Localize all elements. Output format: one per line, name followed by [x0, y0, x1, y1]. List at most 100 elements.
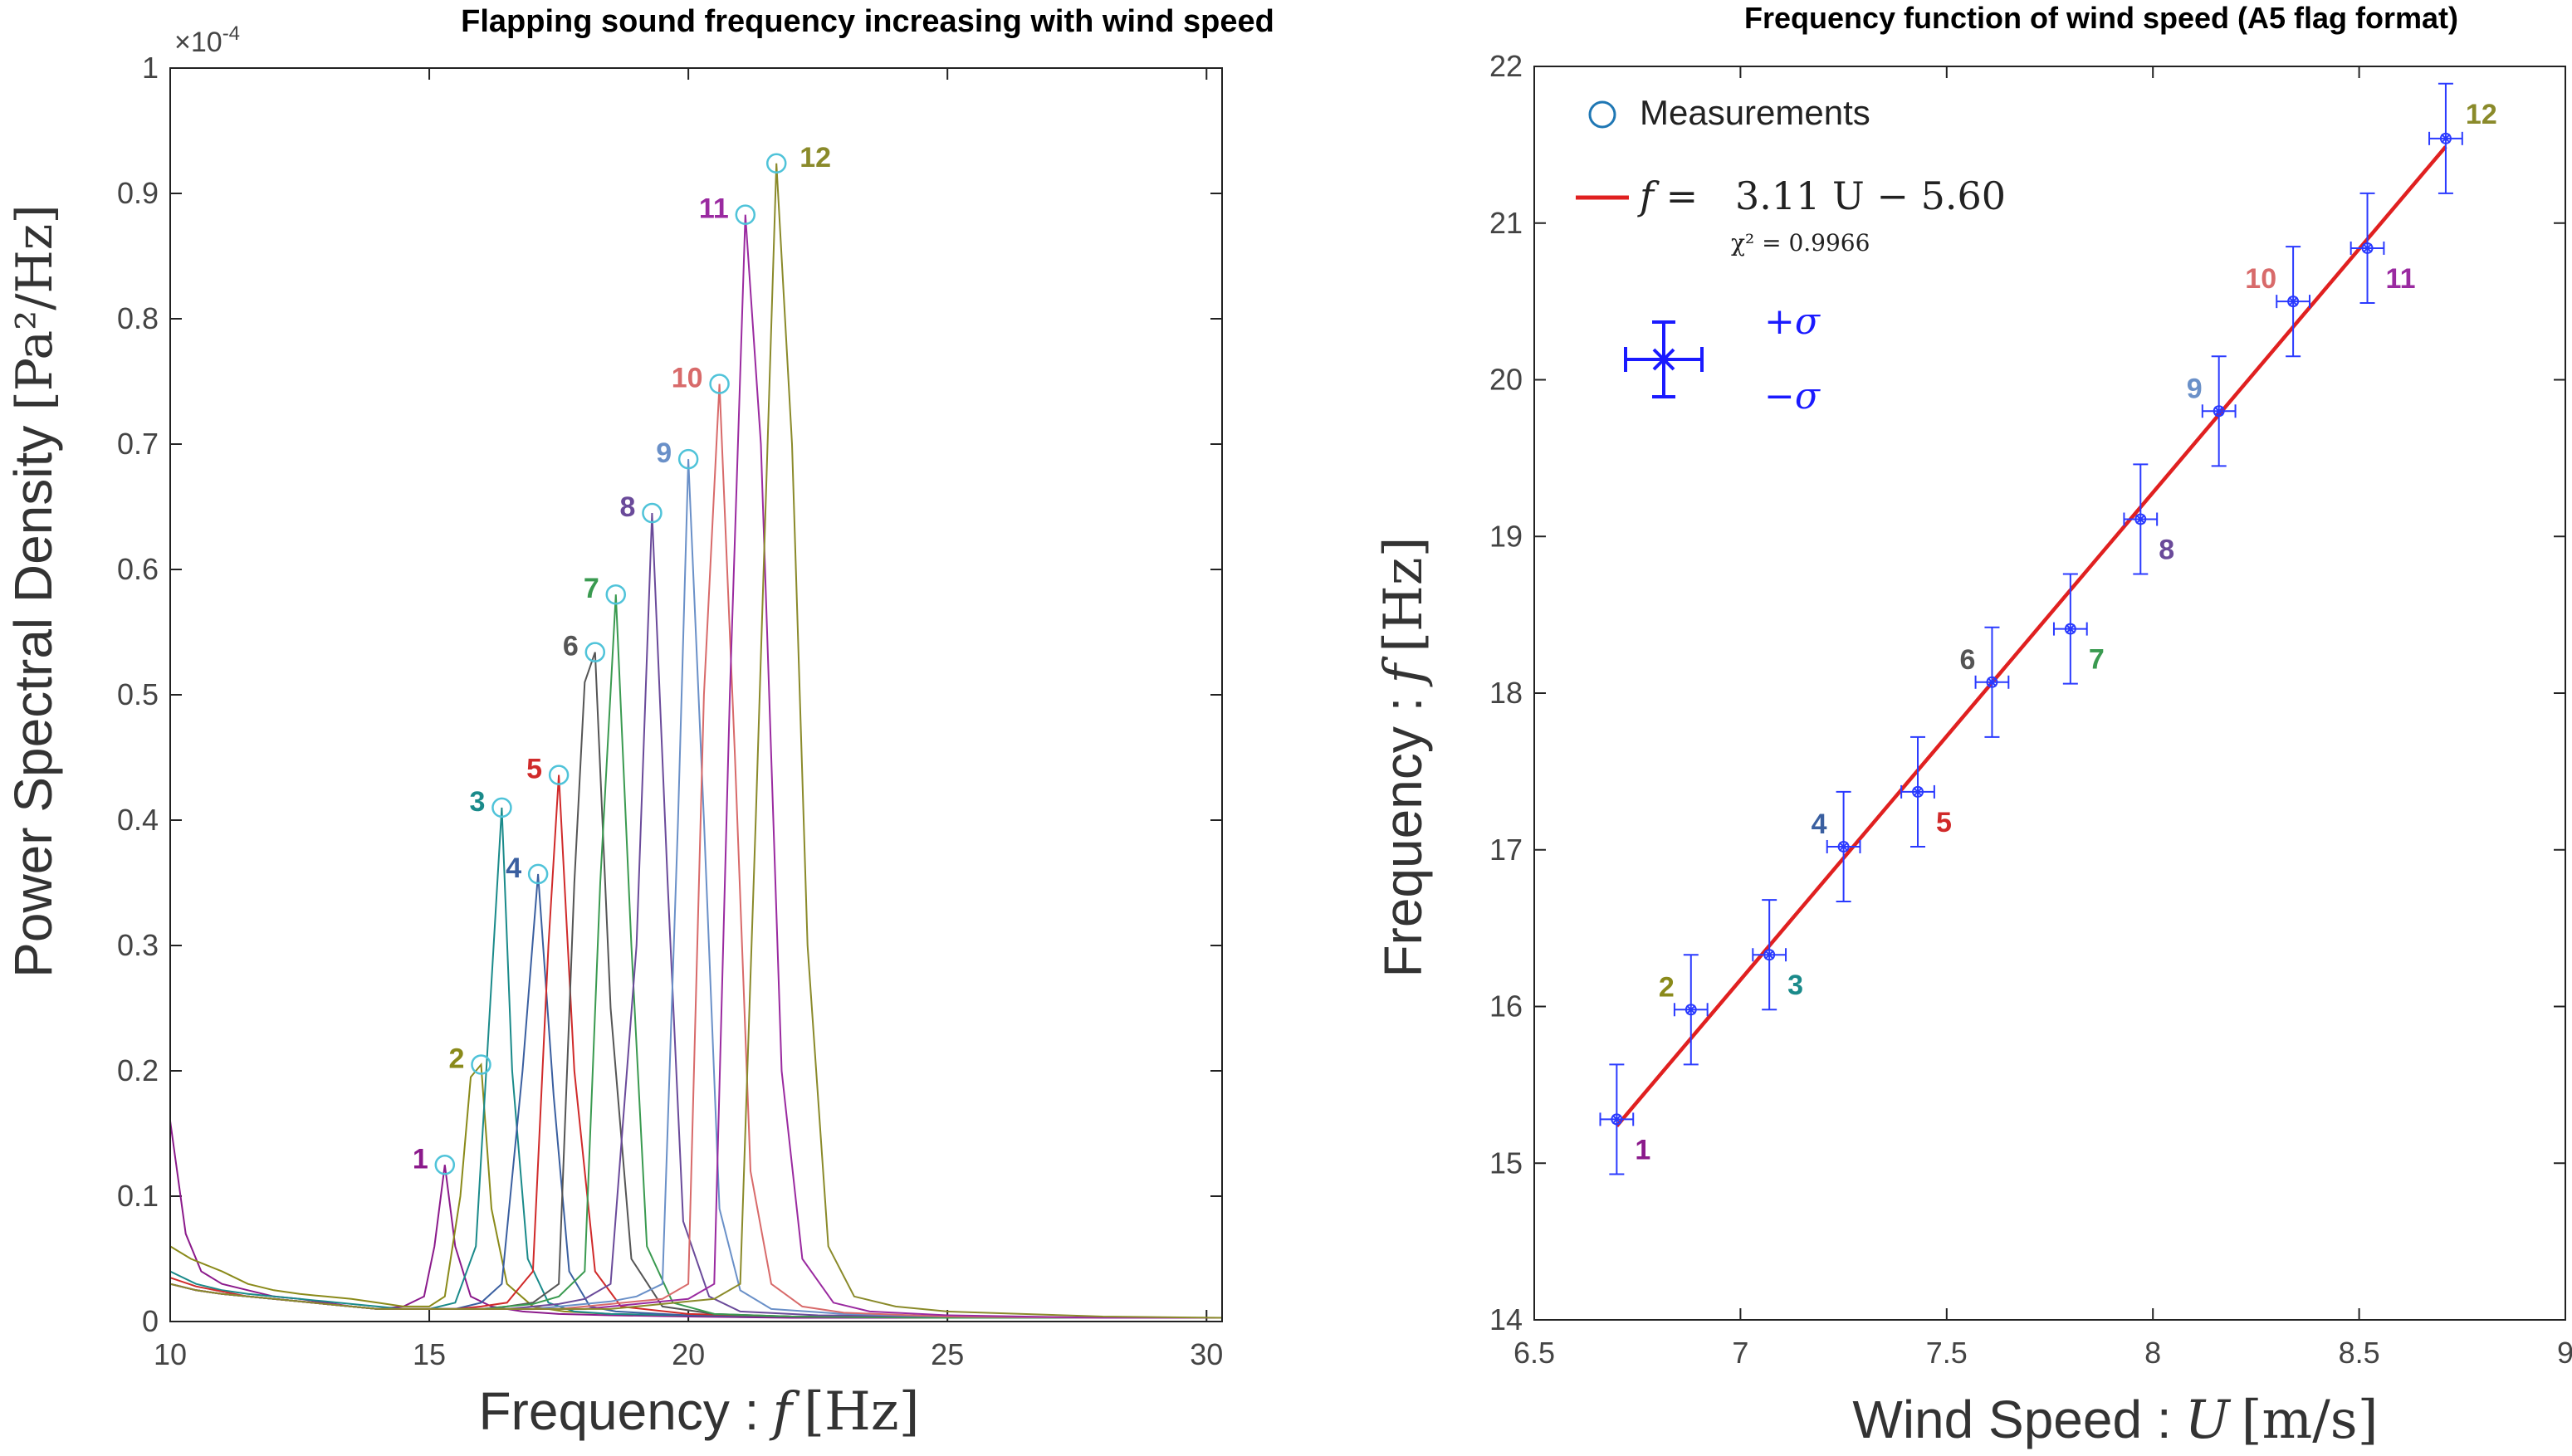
- frequency-x-tick-label: 6.5: [1513, 1336, 1555, 1370]
- point-label-10: 10: [2245, 263, 2276, 295]
- psd-peak-marker-7: [605, 584, 627, 605]
- psd-peak-marker-3: [491, 797, 512, 818]
- measurement-point-11: [2361, 242, 2374, 254]
- psd-series-lines: [169, 163, 1223, 1319]
- psd-y-tick-label: 0.9: [117, 176, 159, 210]
- frequency-y-axis-label-text: Frequency :: [1373, 697, 1433, 978]
- psd-multiplier-exponent: -4: [222, 22, 240, 45]
- psd-peak-label-9: 9: [656, 437, 672, 469]
- psd-peak-label-8: 8: [620, 491, 636, 523]
- psd-series-line-4: [169, 873, 1222, 1319]
- frequency-x-tick-label: 9: [2557, 1336, 2572, 1370]
- psd-peak-markers: [434, 153, 787, 1175]
- psd-y-tick-label: 0.1: [117, 1179, 159, 1213]
- point-label-6: 6: [1960, 644, 1976, 676]
- legend-chi-square: χ² = 0.9966: [1731, 229, 1870, 257]
- frequency-y-tick-label: 18: [1489, 676, 1523, 710]
- measurement-point-5: [1912, 785, 1924, 798]
- psd-y-tick-label: 1: [142, 51, 159, 85]
- measurement-point-6: [1986, 676, 1998, 688]
- psd-y-tick-label: 0.8: [117, 301, 159, 335]
- psd-peak-label-4: 4: [506, 853, 521, 884]
- frequency-y-tick-label: 15: [1489, 1146, 1523, 1180]
- frequency-y-axis-label: Frequency : f [Hz]: [1373, 536, 1435, 977]
- psd-y-tick-label: 0.7: [117, 427, 159, 461]
- psd-peak-label-10: 10: [672, 363, 703, 394]
- psd-peak-label-6: 6: [563, 631, 579, 662]
- measurement-point-1: [1611, 1113, 1623, 1126]
- frequency-x-axis-label-text: Wind Speed :: [1852, 1390, 2171, 1449]
- psd-peak-marker-12: [765, 153, 787, 174]
- frequency-x-tick-label: 8.5: [2339, 1336, 2380, 1370]
- psd-y-tick-label: 0.5: [117, 677, 159, 711]
- psd-y-tick-label: 0: [142, 1304, 159, 1338]
- frequency-y-tick-label: 19: [1489, 519, 1523, 553]
- psd-peak-marker-1: [434, 1155, 456, 1175]
- psd-peak-marker-10: [709, 374, 730, 394]
- frequency-y-tick-label: 22: [1489, 49, 1523, 83]
- psd-y-tick-label: 0.2: [117, 1053, 159, 1087]
- frequency-x-tick-label: 8: [2144, 1336, 2161, 1370]
- frequency-x-axis-unit: [m/s]: [2242, 1390, 2379, 1451]
- point-label-4: 4: [1812, 809, 1827, 840]
- psd-x-tick-label: 30: [1190, 1337, 1223, 1371]
- legend-minus-sigma: −σ: [1764, 375, 1821, 418]
- psd-peak-label-5: 5: [526, 754, 542, 785]
- psd-peak-label-2: 2: [449, 1043, 465, 1074]
- frequency-y-tick-label: 20: [1489, 363, 1523, 397]
- point-label-7: 7: [2089, 644, 2105, 676]
- point-label-1: 1: [1635, 1134, 1650, 1165]
- legend-fit-formula: 3.11 U − 5.60: [1735, 173, 2006, 218]
- frequency-y-tick-label: 16: [1489, 989, 1523, 1024]
- measurement-point-2: [1685, 1004, 1697, 1016]
- psd-chart-title: Flapping sound frequency increasing with…: [461, 4, 1274, 39]
- legend-sigma-marker: [1624, 320, 1704, 398]
- frequency-x-axis-symbol: U: [2185, 1390, 2232, 1451]
- psd-series-line-1: [169, 1121, 1222, 1319]
- point-label-2: 2: [1659, 971, 1675, 1003]
- point-label-8: 8: [2159, 534, 2174, 565]
- psd-peak-label-11: 11: [699, 193, 729, 225]
- psd-peak-marker-11: [735, 204, 756, 225]
- legend: Measurements f = 3.11 U − 5.60 χ² = 0.99…: [1576, 93, 2006, 418]
- error-bars: [1599, 82, 2463, 1175]
- psd-x-axis-label-text: Frequency :: [478, 1381, 759, 1441]
- psd-x-ticks: 10 15 20 25 30: [154, 68, 1223, 1371]
- psd-x-tick-label: 20: [672, 1337, 705, 1371]
- frequency-chart-title: Frequency function of wind speed (A5 fla…: [1744, 1, 2458, 35]
- psd-peak-marker-8: [642, 502, 663, 524]
- measurement-point-3: [1763, 949, 1776, 961]
- psd-peak-label-12: 12: [799, 142, 831, 173]
- point-label-9: 9: [2187, 373, 2203, 404]
- error-bar-7: [2052, 573, 2088, 685]
- point-label-11: 11: [2386, 263, 2416, 295]
- psd-y-ticks: 0 0.1 0.2 0.3 0.4 0.5 0.6 0.7 0.8 0.9 1: [117, 51, 1222, 1338]
- psd-series-line-5: [169, 774, 1222, 1319]
- psd-y-tick-label: 0.3: [117, 928, 159, 962]
- psd-chart: Flapping sound frequency increasing with…: [3, 4, 1274, 1443]
- psd-y-tick-label: 0.4: [117, 803, 159, 837]
- psd-peak-marker-4: [527, 863, 549, 885]
- frequency-wind-chart: Frequency function of wind speed (A5 fla…: [1373, 1, 2572, 1451]
- psd-peak-marker-9: [677, 448, 699, 470]
- measurement-point-7: [2064, 623, 2076, 635]
- frequency-x-ticks: 6.5 7 7.5 8 8.5 9: [1513, 66, 2572, 1370]
- psd-y-axis-label-text: Power Spectral Density: [3, 426, 63, 978]
- psd-axes-box: [169, 67, 1223, 1322]
- measurement-point-10: [2287, 296, 2300, 308]
- frequency-y-tick-label: 21: [1489, 206, 1523, 240]
- point-label-3: 3: [1787, 970, 1803, 1001]
- frequency-y-axis-symbol: f: [1373, 656, 1435, 687]
- measurement-point-9: [2213, 405, 2225, 418]
- psd-series-line-9: [169, 459, 1222, 1319]
- point-label-5: 5: [1936, 807, 1952, 838]
- psd-series-line-10: [169, 384, 1222, 1319]
- frequency-axes-box: [1533, 66, 2566, 1321]
- psd-multiplier-base: ×10: [174, 27, 222, 58]
- fit-line-segment: [1615, 145, 2447, 1127]
- frequency-x-tick-label: 7: [1732, 1336, 1748, 1370]
- psd-y-axis-unit: [Pa²/Hz]: [6, 204, 64, 410]
